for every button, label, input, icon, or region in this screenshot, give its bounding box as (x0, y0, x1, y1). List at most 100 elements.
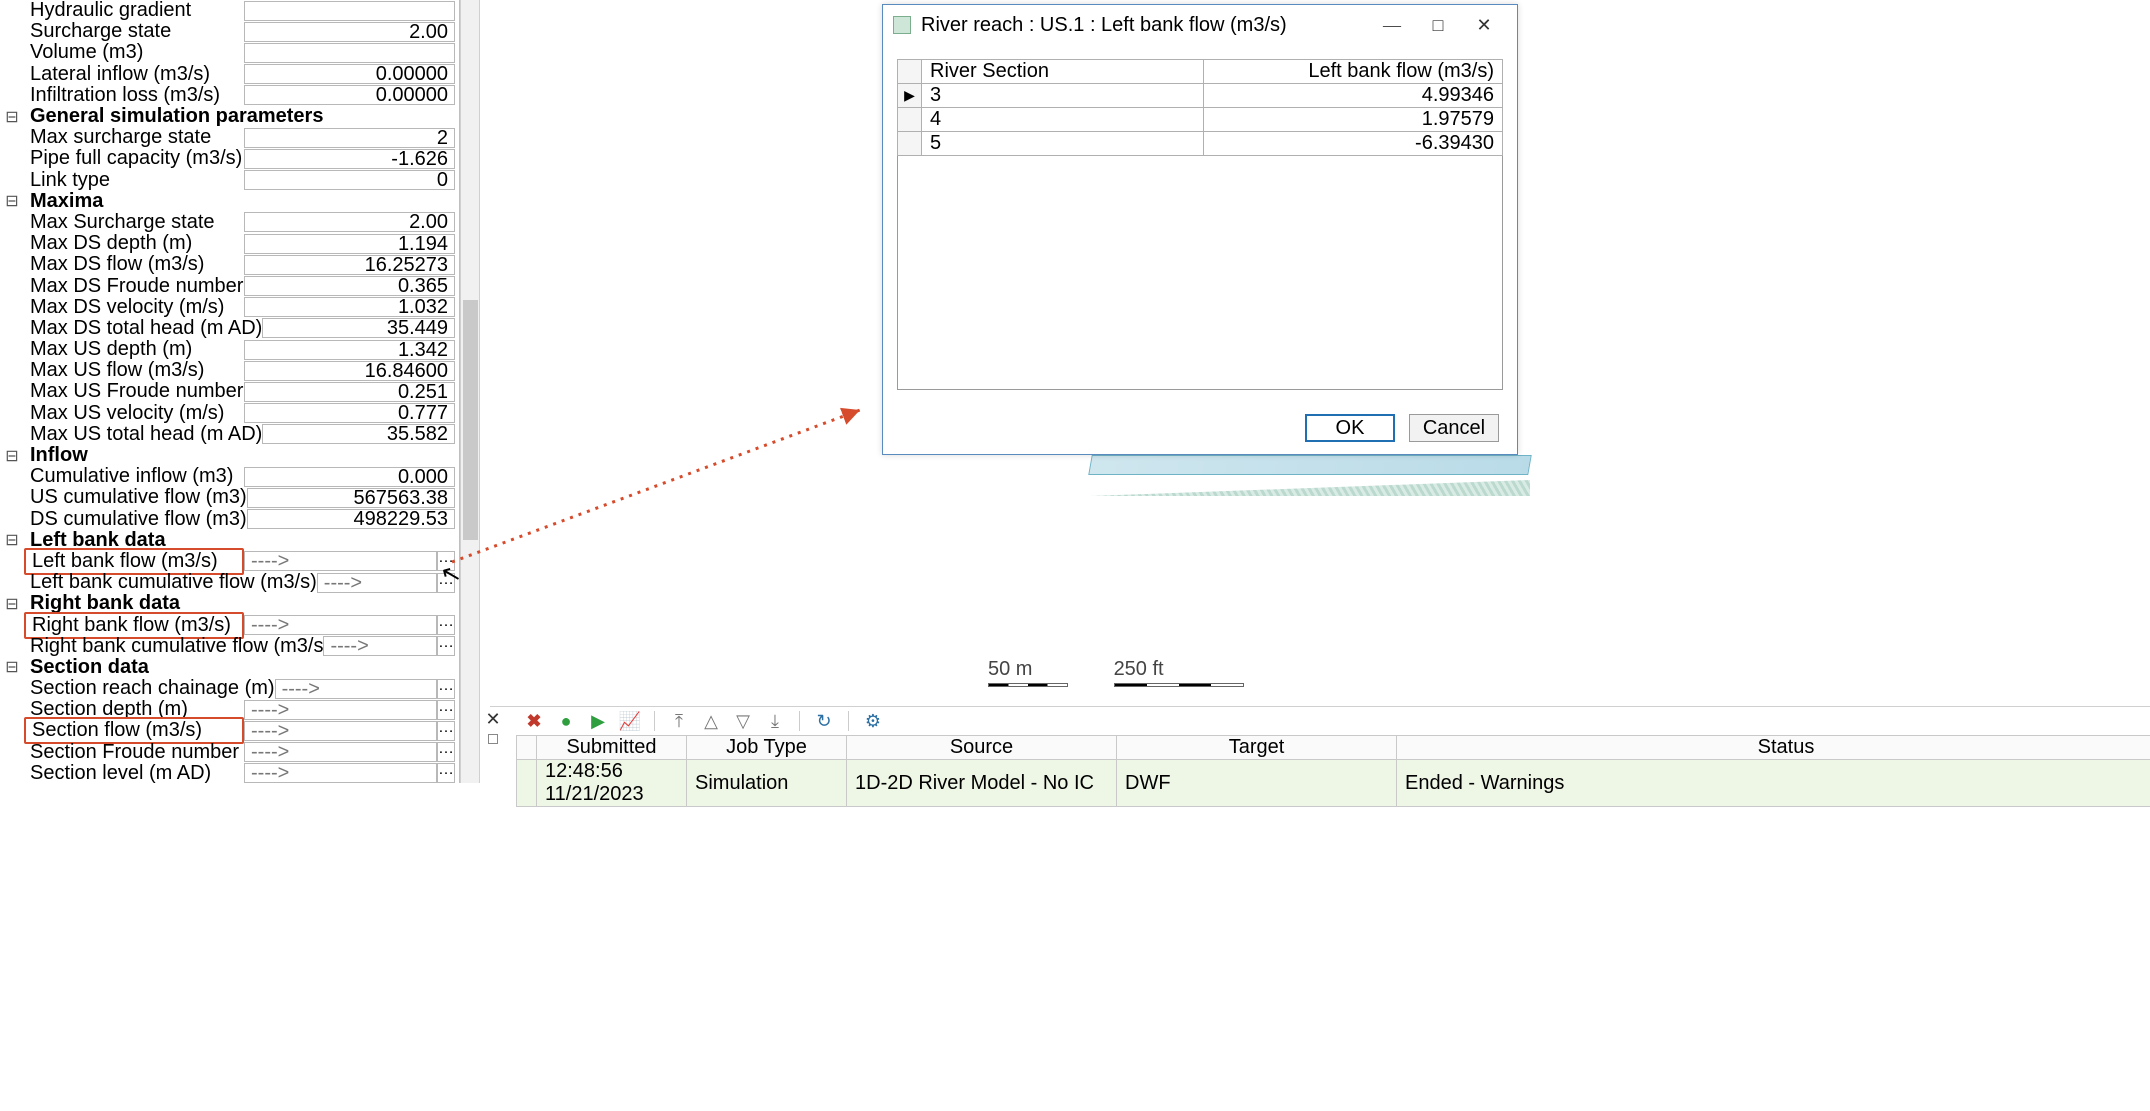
status-ok-icon[interactable]: ● (554, 710, 578, 732)
job-col-target[interactable]: Target (1117, 736, 1397, 760)
grid-row[interactable]: 41.97579 (898, 108, 1503, 132)
ellipsis-button[interactable]: … (437, 763, 455, 783)
prop-value-arrow[interactable]: ----> (244, 551, 437, 571)
prop-row[interactable]: ⊟Maxima (0, 191, 459, 212)
prop-value[interactable]: 0.777 (244, 403, 455, 423)
prop-value-arrow[interactable]: ----> (275, 679, 437, 699)
prop-label: Maxima (24, 190, 244, 213)
ellipsis-button[interactable]: … (437, 615, 455, 635)
grid-col-left-bank-flow[interactable]: Left bank flow (m3/s) (1204, 60, 1503, 84)
ellipsis-button[interactable]: … (437, 679, 455, 699)
prop-value-arrow[interactable]: ----> (244, 721, 437, 741)
settings-icon[interactable]: ⚙ (861, 710, 885, 732)
prop-row: Max DS Froude number0.365 (0, 275, 459, 296)
run-icon[interactable]: ▶ (586, 710, 610, 732)
expander-icon[interactable]: ⊟ (0, 530, 24, 550)
job-row[interactable]: 12:48:56 11/21/2023 Simulation 1D-2D Riv… (517, 760, 2150, 807)
prop-label: Infiltration loss (m3/s) (24, 84, 244, 107)
close-button[interactable]: ✕ (1461, 15, 1507, 36)
prop-value[interactable]: 35.449 (262, 318, 455, 338)
job-col-type[interactable]: Job Type (687, 736, 847, 760)
prop-row[interactable]: ⊟Inflow (0, 445, 459, 466)
panel-restore-button[interactable] (488, 734, 498, 744)
minimize-button[interactable]: — (1369, 15, 1415, 36)
ok-button[interactable]: OK (1305, 414, 1395, 442)
prop-value[interactable]: 1.342 (244, 340, 455, 360)
scrollbar-thumb[interactable] (463, 300, 478, 540)
prop-value[interactable]: 0.365 (244, 276, 455, 296)
job-col-submitted[interactable]: Submitted (537, 736, 687, 760)
prop-value-arrow[interactable]: ----> (244, 615, 437, 635)
prop-value[interactable]: 2.00 (244, 22, 455, 42)
ellipsis-button[interactable]: … (437, 742, 455, 762)
dialog-title: River reach : US.1 : Left bank flow (m3/… (921, 14, 1287, 37)
maximize-button[interactable]: □ (1415, 15, 1461, 36)
cell-left-bank-flow[interactable]: -6.39430 (1204, 132, 1503, 156)
prop-label: Max DS depth (m) (24, 232, 244, 255)
prop-value-arrow[interactable]: ----> (244, 700, 437, 720)
ellipsis-button[interactable]: … (437, 636, 455, 656)
delete-job-icon[interactable]: ✖ (522, 710, 546, 732)
prop-value[interactable]: -1.626 (244, 149, 455, 169)
prop-value-arrow[interactable]: ----> (317, 573, 437, 593)
prop-value-arrow[interactable]: ----> (244, 742, 437, 762)
expander-icon[interactable]: ⊟ (0, 446, 24, 466)
prop-value[interactable]: 0.00000 (244, 85, 455, 105)
job-submitted: 12:48:56 11/21/2023 (537, 760, 687, 807)
ellipsis-button[interactable]: … (437, 721, 455, 741)
dialog-titlebar[interactable]: River reach : US.1 : Left bank flow (m3/… (883, 5, 1517, 45)
prop-value[interactable]: 0.251 (244, 382, 455, 402)
prop-value-arrow[interactable]: ----> (323, 636, 437, 656)
prop-value[interactable]: 2 (244, 128, 455, 148)
move-up-icon[interactable]: △ (699, 710, 723, 732)
expander-icon[interactable]: ⊟ (0, 191, 24, 211)
grid-row[interactable]: ▶34.99346 (898, 84, 1503, 108)
expander-icon[interactable]: ⊟ (0, 107, 24, 127)
grid-col-river-section[interactable]: River Section (922, 60, 1204, 84)
prop-value[interactable]: 35.582 (262, 424, 455, 444)
move-top-icon[interactable]: ⤒ (667, 710, 691, 732)
prop-value[interactable]: 1.032 (244, 297, 455, 317)
ellipsis-button[interactable]: … (437, 700, 455, 720)
scale-metric: 50 m (988, 658, 1032, 680)
prop-value[interactable]: 16.84600 (244, 361, 455, 381)
prop-row: Max DS depth (m)1.194 (0, 233, 459, 254)
prop-row[interactable]: ⊟General simulation parameters (0, 106, 459, 127)
prop-label: Max Surcharge state (24, 211, 244, 234)
properties-scrollbar[interactable] (460, 0, 480, 783)
cell-left-bank-flow[interactable]: 4.99346 (1204, 84, 1503, 108)
prop-value[interactable]: 0 (244, 170, 455, 190)
cell-river-section[interactable]: 3 (922, 84, 1204, 108)
cell-river-section[interactable]: 5 (922, 132, 1204, 156)
prop-value-arrow[interactable]: ----> (244, 763, 437, 783)
dialog-data-grid[interactable]: River Section Left bank flow (m3/s) ▶34.… (897, 59, 1503, 156)
prop-row: Max US flow (m3/s)16.84600 (0, 360, 459, 381)
prop-label: Volume (m3) (24, 41, 244, 64)
refresh-icon[interactable]: ↻ (812, 710, 836, 732)
prop-value[interactable]: 0.000 (244, 467, 455, 487)
prop-value[interactable]: 567563.38 (247, 488, 455, 508)
cancel-button[interactable]: Cancel (1409, 414, 1499, 442)
job-col-status[interactable]: Status (1397, 736, 2150, 760)
move-bottom-icon[interactable]: ⤓ (763, 710, 787, 732)
grid-row[interactable]: 5-6.39430 (898, 132, 1503, 156)
prop-value[interactable] (244, 43, 455, 63)
job-col-source[interactable]: Source (847, 736, 1117, 760)
cell-left-bank-flow[interactable]: 1.97579 (1204, 108, 1503, 132)
prop-value[interactable]: 2.00 (244, 212, 455, 232)
chart-icon[interactable]: 📈 (618, 710, 642, 732)
prop-value[interactable]: 1.194 (244, 234, 455, 254)
prop-row: Link type0 (0, 170, 459, 191)
expander-icon[interactable]: ⊟ (0, 657, 24, 677)
prop-row[interactable]: ⊟Section data (0, 657, 459, 678)
cell-river-section[interactable]: 4 (922, 108, 1204, 132)
panel-close-button[interactable]: ✕ (485, 709, 500, 730)
prop-value[interactable]: 16.25273 (244, 255, 455, 275)
move-down-icon[interactable]: ▽ (731, 710, 755, 732)
prop-value[interactable] (244, 1, 455, 21)
prop-value[interactable]: 498229.53 (247, 509, 455, 529)
job-table[interactable]: Submitted Job Type Source Target Status … (516, 735, 2150, 807)
prop-row: Max surcharge state2 (0, 127, 459, 148)
expander-icon[interactable]: ⊟ (0, 594, 24, 614)
prop-value[interactable]: 0.00000 (244, 64, 455, 84)
